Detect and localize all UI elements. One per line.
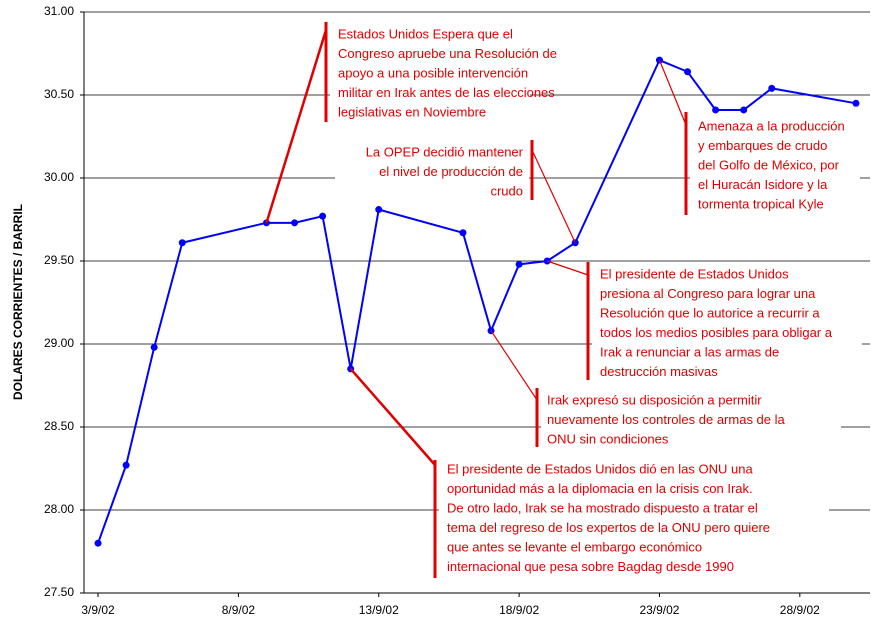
annotation: Estados Unidos Espera que el Congreso apr… [338, 26, 557, 119]
annotation-text: De otro lado, Irak se ha mostrado dispue… [447, 500, 758, 515]
annotation-text: Congreso apruebe una Resolución de [338, 46, 557, 61]
x-tick-label: 3/9/02 [81, 603, 115, 617]
annotation-text: Amenaza a la producción [698, 118, 845, 133]
annotation-text: ONU sin condiciones [547, 431, 669, 446]
data-point [768, 84, 776, 92]
annotation-leader [531, 149, 576, 243]
x-tick-label: 13/9/02 [359, 603, 399, 617]
annotation-background [592, 262, 862, 380]
annotation-text: que antes se levante el embargo económic… [447, 539, 702, 554]
data-point [375, 206, 383, 214]
annotation-text: tema del regreso de los expertos de la O… [447, 520, 770, 535]
data-point [515, 260, 523, 268]
y-tick-label: 28.00 [44, 502, 74, 516]
annotation-text: militar en Irak antes de las elecciones [338, 85, 555, 100]
annotation-text: todos los medios posibles para obligar a [600, 325, 833, 340]
annotation-text: internacional que pesa sobre Bagdag desd… [447, 559, 734, 574]
data-point [319, 212, 327, 220]
y-tick-label: 28.50 [44, 419, 74, 433]
annotation: Irak expresó su disposición a permitir nu… [547, 392, 786, 446]
annotation-text: El presidente de Estados Unidos dió en l… [447, 461, 753, 476]
data-point [712, 106, 720, 114]
data-line [97, 58, 857, 544]
annotation-text: Irak expresó su disposición a permitir [547, 392, 762, 407]
y-tick-label: 30.50 [44, 87, 74, 101]
x-tick-label: 28/9/02 [780, 603, 820, 617]
y-tick-label: 29.50 [44, 253, 74, 267]
annotation: Amenaza a la producción y embarques de cr… [698, 118, 845, 211]
data-point [94, 539, 102, 547]
y-tick-label: 29.00 [44, 336, 74, 350]
annotation-text: del Golfo de México, por [698, 157, 840, 172]
annotation-background [335, 138, 529, 204]
data-point [150, 343, 158, 351]
annotation-text: Irak a renunciar a las armas de [600, 344, 779, 359]
y-axis-label: DOLARES CORRIENTES / BARRIL [11, 204, 25, 400]
annotation-text: y embarques de crudo [698, 138, 827, 153]
y-tick-label: 31.00 [44, 4, 74, 18]
annotation-text: La OPEP decidió mantener [366, 144, 524, 159]
annotation-text: nuevamente los controles de armas de la [547, 412, 786, 427]
annotation-text: Resolución que lo autorice a recurrir a [600, 305, 820, 320]
x-tick-label: 23/9/02 [639, 603, 679, 617]
data-point [291, 219, 299, 227]
y-tick-label: 27.50 [44, 585, 74, 599]
data-point [740, 106, 748, 114]
annotation-text: oportunidad más a la diplomacia en la cr… [447, 481, 753, 496]
data-point [178, 239, 186, 247]
annotation-text: tormenta tropical Kyle [698, 196, 824, 211]
annotation-text: presiona al Congreso para lograr una [600, 286, 816, 301]
data-point [852, 99, 860, 107]
annotation-text: destrucción masivas [600, 364, 718, 379]
annotation: El presidente de Estados Unidos dió en l… [447, 461, 770, 574]
annotation-leader [546, 260, 589, 276]
annotation-background [439, 458, 829, 580]
annotation: El presidente de Estados Unidos presiona … [600, 266, 833, 379]
annotation-background [330, 18, 530, 124]
y-tick-label: 30.00 [44, 170, 74, 184]
annotation-leader [349, 368, 436, 466]
x-tick-label: 8/9/02 [222, 603, 256, 617]
annotation: La OPEP decidió mantener el nivel de prod… [366, 144, 524, 198]
annotation-text: Estados Unidos Espera que el [338, 26, 513, 41]
annotation-text: crudo [490, 183, 523, 198]
annotation-leader [490, 330, 538, 401]
x-tick-label: 18/9/02 [499, 603, 539, 617]
annotation-text: el nivel de producción de [379, 164, 523, 179]
data-point [459, 229, 467, 237]
annotation-text: El presidente de Estados Unidos [600, 266, 789, 281]
annotation-background [541, 386, 841, 448]
data-point [122, 461, 130, 469]
annotation-text: apoyo a una posible intervención [338, 65, 528, 80]
annotation-leader [658, 59, 687, 126]
annotation-leader [265, 29, 328, 224]
annotation-background [690, 110, 860, 216]
data-point [684, 68, 692, 76]
annotation-text: legislativas en Noviembre [338, 104, 486, 119]
annotation-text: el Huracán Isidore y la [698, 177, 828, 192]
